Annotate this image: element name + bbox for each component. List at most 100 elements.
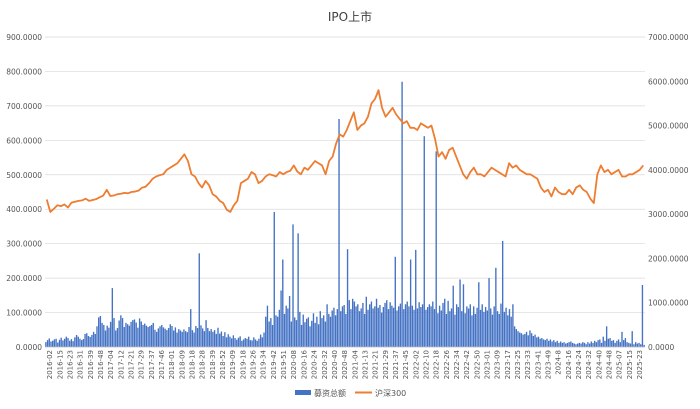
right-y-tick-label: 0.0000	[648, 343, 674, 352]
bar	[428, 304, 431, 347]
bar	[161, 324, 163, 347]
bar	[484, 307, 487, 347]
bar	[357, 304, 359, 347]
bar	[104, 330, 107, 347]
bar	[372, 308, 374, 347]
bar	[145, 325, 148, 347]
bar	[79, 338, 81, 347]
bar	[568, 342, 570, 347]
bar	[421, 304, 424, 347]
x-tick-label: 2024-48	[606, 350, 614, 379]
x-tick-label: 2018-39	[209, 350, 217, 379]
right-y-tick-label: 4000.0000	[648, 166, 689, 175]
bar	[445, 313, 448, 347]
bar	[111, 288, 114, 347]
bar	[227, 334, 229, 347]
bar	[323, 315, 325, 347]
bar	[297, 233, 299, 347]
bar	[229, 336, 231, 347]
x-tick-label: 2025-15	[626, 350, 634, 379]
bar	[341, 306, 344, 347]
x-tick-label: 2016-02	[46, 350, 54, 379]
bar	[380, 312, 383, 347]
bar	[319, 311, 321, 347]
bar	[633, 344, 635, 347]
bar	[317, 324, 320, 347]
bar	[599, 339, 601, 347]
right-y-tick-label: 3000.0000	[648, 210, 689, 219]
bar	[587, 342, 589, 347]
bar	[203, 331, 206, 347]
bar	[459, 279, 461, 347]
bar	[616, 340, 618, 347]
bar	[530, 333, 533, 347]
x-tick-label: 2019-42	[270, 350, 278, 379]
bar	[387, 309, 390, 347]
bar	[294, 317, 296, 347]
bar	[418, 302, 420, 347]
bar	[508, 309, 511, 347]
bar	[355, 306, 357, 347]
x-tick-label: 2016-23	[67, 350, 75, 379]
bar	[501, 240, 504, 347]
bar	[503, 311, 506, 347]
x-tick-label: 2017-04	[107, 349, 115, 379]
x-tick-label: 2022-26	[443, 349, 451, 379]
bar	[244, 338, 246, 347]
bar	[363, 313, 366, 347]
bar	[624, 338, 627, 347]
x-tick-label: 2019-34	[260, 349, 268, 379]
x-tick-label: 2024-8	[555, 350, 563, 375]
bar	[398, 306, 400, 347]
bar	[174, 327, 177, 347]
left-y-tick-label: 700.0000	[6, 102, 42, 111]
bar	[314, 322, 316, 347]
bar	[261, 337, 264, 347]
bar	[369, 304, 371, 347]
bar	[282, 259, 284, 347]
bar	[595, 342, 598, 347]
bar	[423, 136, 425, 347]
bar	[466, 306, 468, 347]
bar	[512, 304, 514, 347]
bar	[638, 342, 640, 347]
bar	[536, 337, 538, 347]
bar	[207, 328, 209, 347]
bar	[420, 307, 422, 347]
bar	[205, 320, 207, 347]
legend-label-fundraising: 募资总额	[314, 388, 346, 398]
bar	[287, 308, 289, 347]
bar	[617, 339, 620, 347]
bar	[75, 334, 78, 347]
bar	[461, 311, 463, 347]
bar	[597, 340, 599, 347]
bar	[133, 319, 136, 347]
bar	[496, 311, 499, 347]
left-y-tick-label: 300.0000	[6, 240, 42, 249]
bar	[350, 309, 352, 347]
x-tick-label: 2021-37	[392, 350, 400, 379]
bar	[415, 249, 417, 347]
bar	[588, 343, 591, 347]
bar	[404, 304, 407, 347]
bar	[609, 338, 611, 347]
chart-title: IPO上市	[328, 9, 372, 24]
bar	[144, 323, 146, 347]
bar	[96, 326, 98, 347]
x-tick-label: 2023-41	[534, 350, 542, 379]
bar	[125, 322, 127, 347]
bar	[188, 327, 190, 347]
bar	[498, 313, 500, 347]
bar	[454, 314, 456, 347]
bar	[455, 304, 458, 347]
bar	[98, 317, 100, 347]
bar	[447, 300, 449, 347]
bar	[58, 339, 61, 347]
bar	[273, 211, 275, 347]
bar	[426, 307, 429, 347]
bar	[280, 290, 282, 347]
bar	[173, 330, 175, 347]
bar	[462, 284, 465, 347]
bar	[500, 303, 502, 347]
bar	[166, 330, 168, 347]
